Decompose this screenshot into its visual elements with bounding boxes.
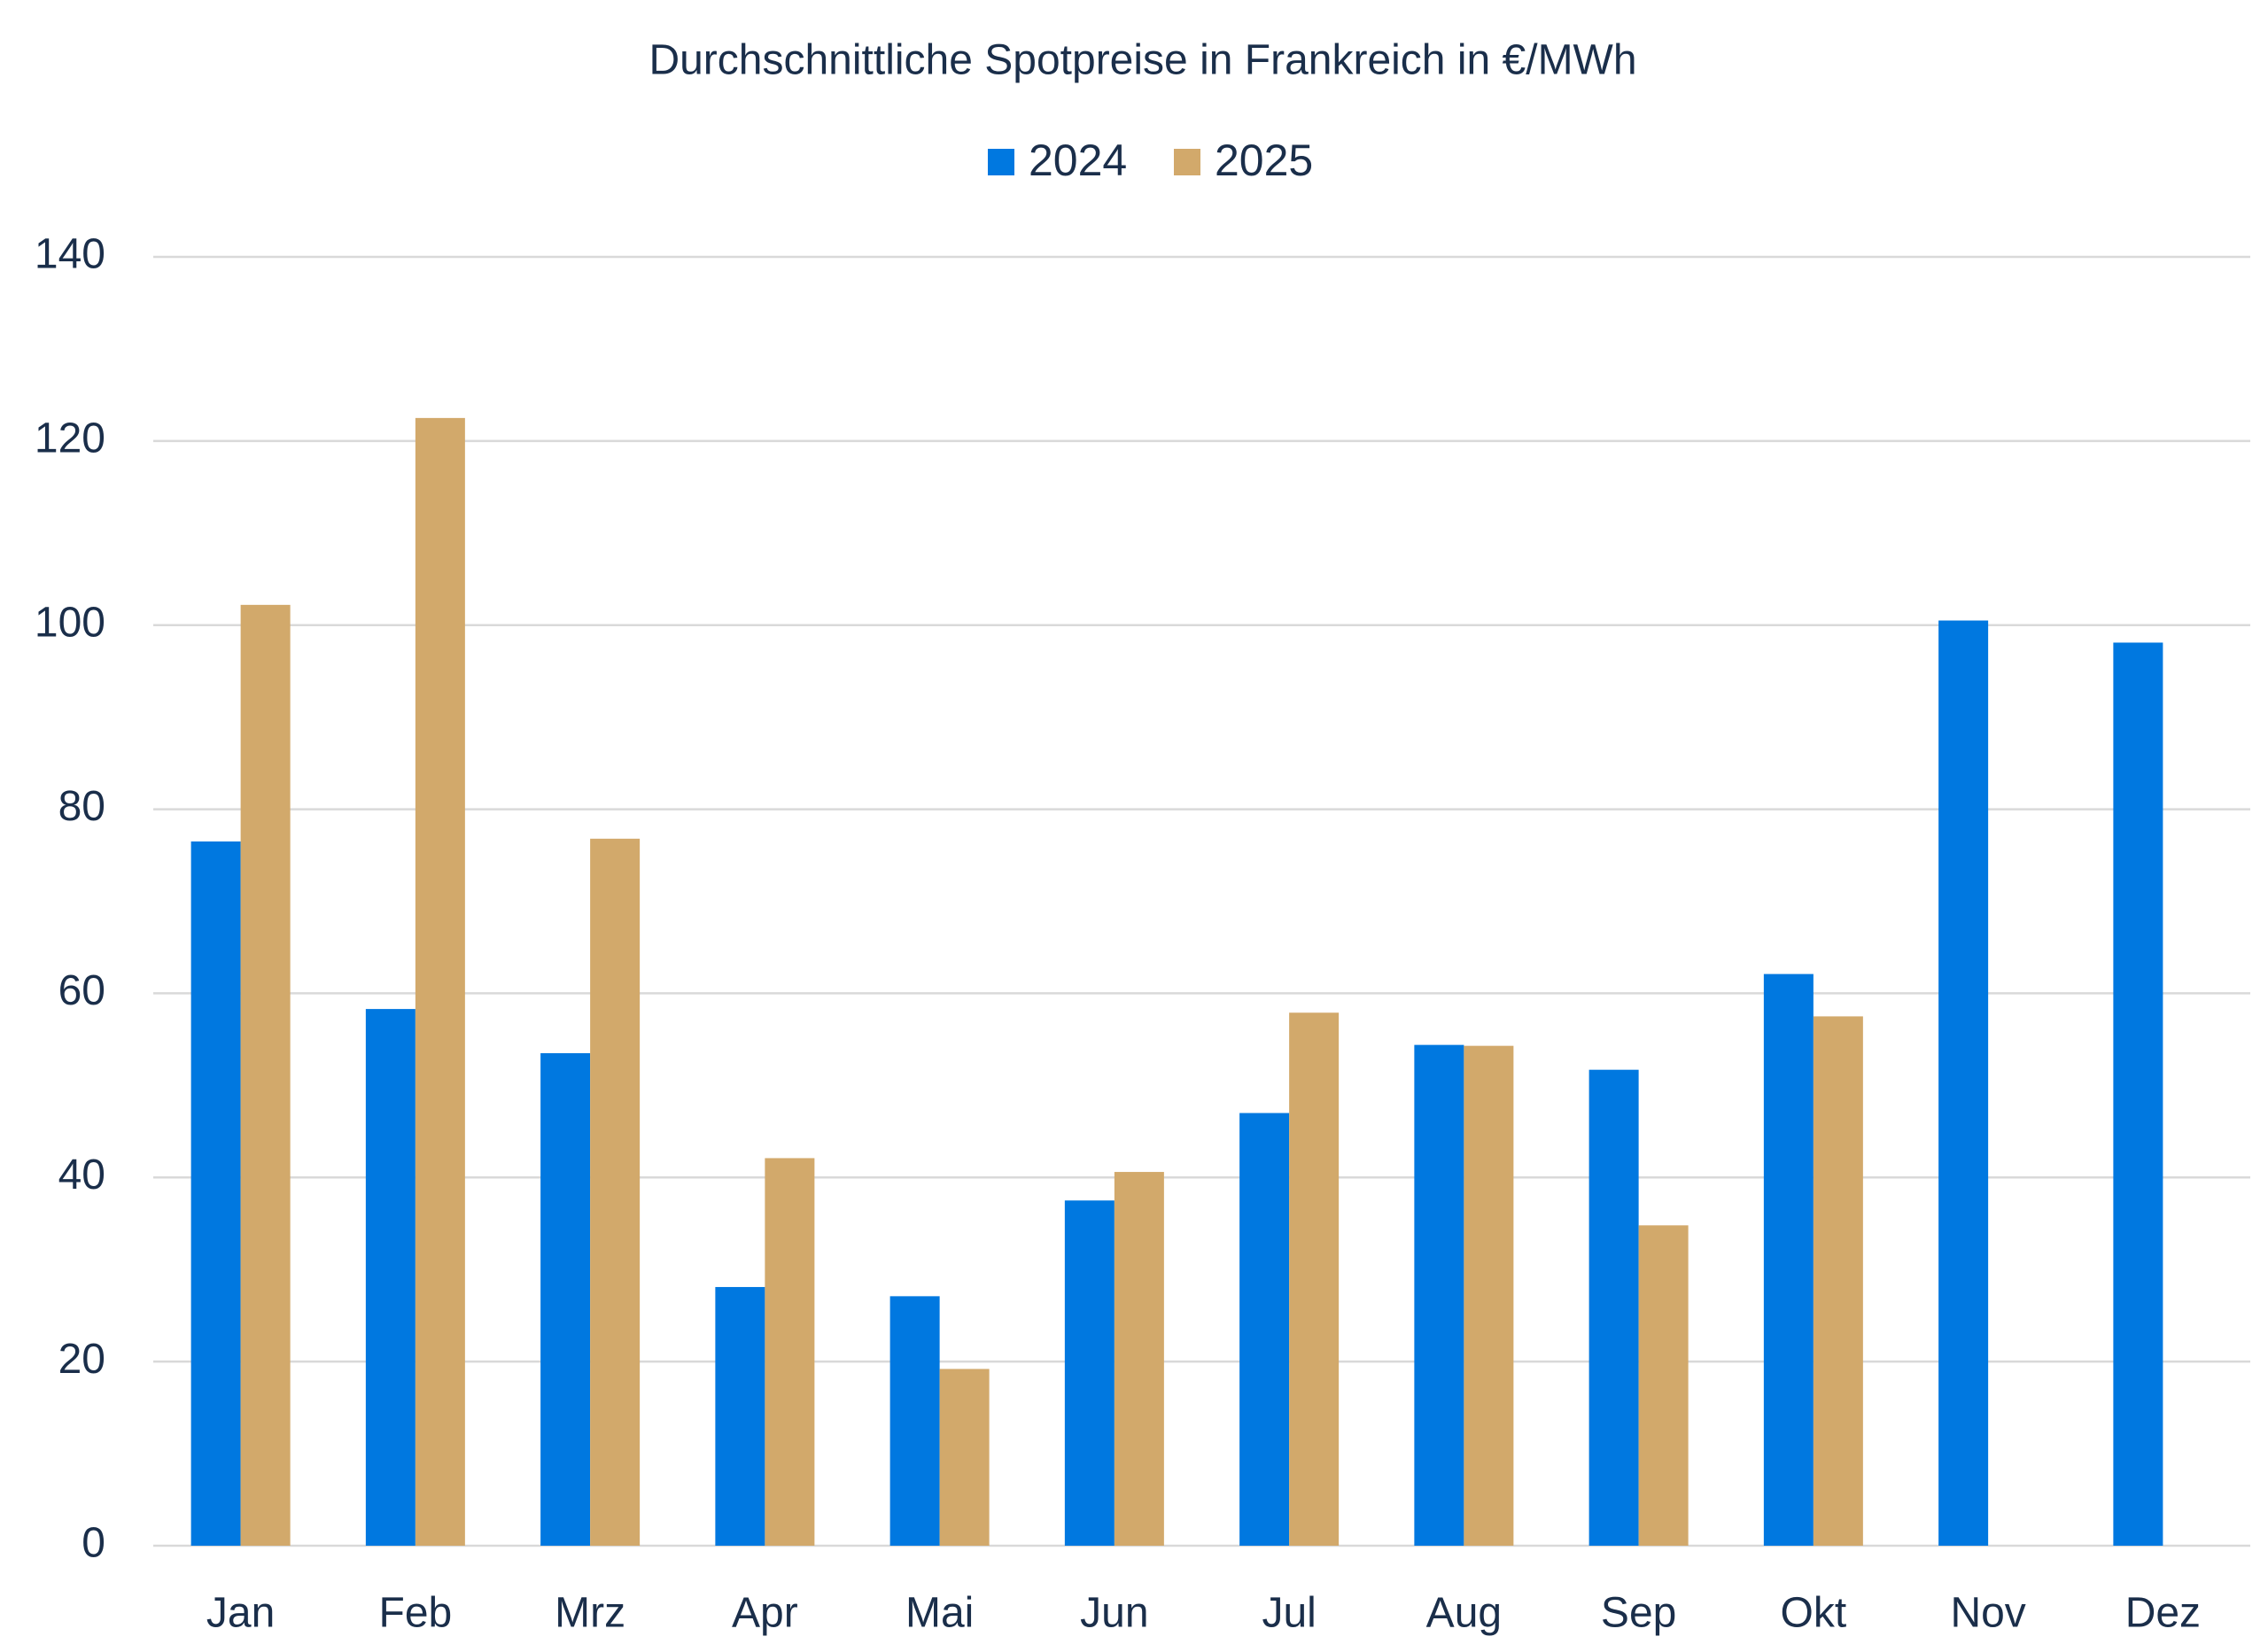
legend-label: 2025 — [1215, 136, 1313, 185]
x-tick-label: Sep — [1601, 1590, 1676, 1637]
bar — [1064, 1200, 1115, 1546]
bar — [240, 604, 291, 1546]
x-tick-label: Nov — [1950, 1590, 2025, 1637]
y-tick-label: 140 — [35, 231, 105, 278]
x-tick-label: Mrz — [555, 1590, 625, 1637]
bar — [1763, 973, 1814, 1546]
bar — [1114, 1172, 1164, 1546]
bar — [1638, 1225, 1689, 1546]
x-tick-label: Feb — [379, 1590, 453, 1637]
bar — [1813, 1016, 1863, 1546]
legend-swatch — [988, 149, 1014, 175]
y-tick-label: 120 — [35, 415, 105, 462]
x-tick-label: Jun — [1080, 1590, 1148, 1637]
bar — [365, 1009, 416, 1546]
x-tick-label: Mai — [905, 1590, 974, 1637]
bar — [2113, 642, 2163, 1546]
bar — [1289, 1012, 1340, 1546]
y-tick-label: 40 — [58, 1152, 105, 1198]
y-tick-label: 100 — [35, 599, 105, 646]
y-tick-label: 60 — [58, 967, 105, 1014]
bar — [765, 1158, 815, 1546]
bar — [889, 1296, 940, 1546]
chart-title: Durchschnittliche Spotpreise in Frankrei… — [649, 37, 1636, 84]
y-tick-label: 0 — [82, 1520, 105, 1567]
bar — [190, 841, 241, 1546]
bar — [540, 1052, 591, 1546]
y-tick-label: 20 — [58, 1336, 105, 1383]
x-tick-label: Okt — [1781, 1590, 1847, 1637]
bar — [939, 1369, 990, 1546]
x-tick-label: Apr — [732, 1590, 798, 1637]
legend-label: 2024 — [1029, 136, 1127, 185]
x-tick-label: Dez — [2125, 1590, 2201, 1637]
x-tick-label: Aug — [1426, 1590, 1502, 1637]
bar — [415, 417, 465, 1546]
bar — [715, 1286, 765, 1546]
bar — [1239, 1113, 1290, 1546]
bar — [1464, 1045, 1514, 1546]
bar — [1938, 620, 1989, 1547]
x-tick-label: Jan — [206, 1590, 275, 1637]
legend-swatch — [1174, 149, 1200, 175]
bar — [590, 838, 641, 1546]
x-tick-label: Jul — [1262, 1590, 1316, 1637]
bar — [1588, 1069, 1639, 1546]
y-tick-label: 80 — [58, 783, 105, 830]
bar — [1414, 1044, 1464, 1546]
